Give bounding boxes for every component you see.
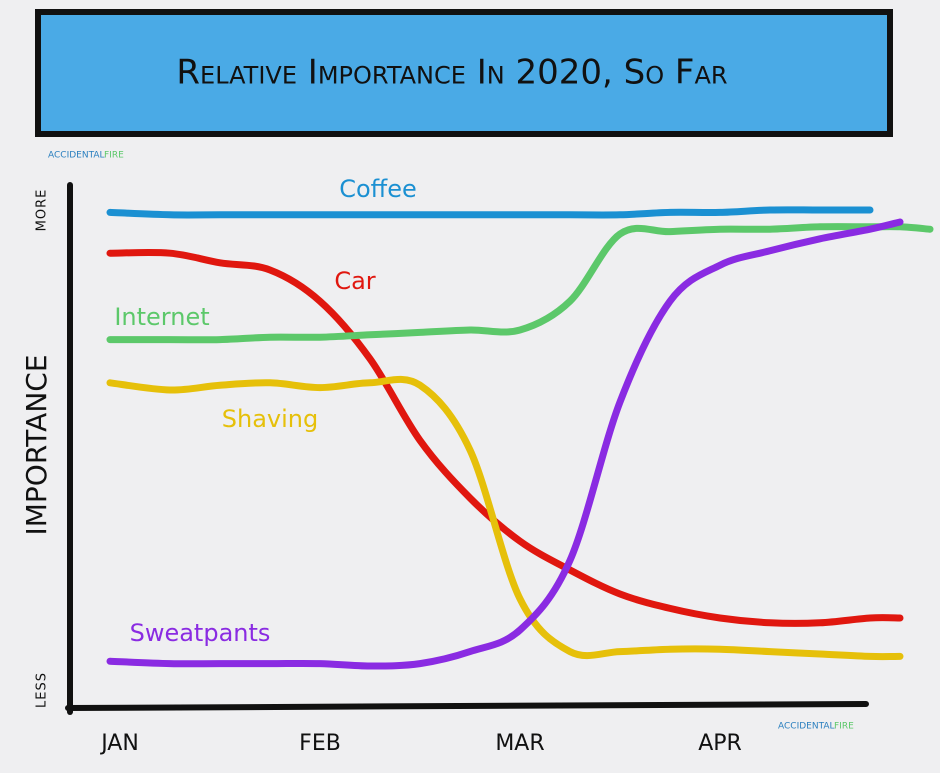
x-tick-label: FEB	[299, 731, 341, 756]
series-line	[106, 206, 874, 219]
credit: FIRE	[104, 151, 124, 161]
series-label: Coffee	[339, 175, 417, 203]
series-line	[106, 223, 934, 344]
y-tick-label: LESS	[35, 672, 50, 708]
series-line	[106, 375, 904, 661]
series-label: Shaving	[222, 405, 318, 433]
series-label: Car	[334, 267, 375, 295]
chart-title: Relative Importance In 2020, So Far	[176, 53, 727, 93]
title-box	[35, 9, 893, 137]
series-line	[106, 248, 904, 627]
y-tick-label: MORE	[35, 189, 50, 232]
x-tick-label: MAR	[495, 731, 544, 756]
x-tick-label: JAN	[99, 731, 139, 756]
credit: FIRE	[834, 722, 854, 732]
y-axis-title: IMPORTANCE	[20, 354, 53, 535]
credit: ACCIDENTAL	[48, 151, 105, 161]
series-label: Internet	[114, 303, 209, 331]
x-axis	[65, 701, 869, 711]
series-label: Sweatpants	[130, 619, 271, 647]
series-line	[106, 218, 904, 670]
credit: ACCIDENTAL	[778, 722, 835, 732]
x-tick-label: APR	[698, 731, 742, 756]
